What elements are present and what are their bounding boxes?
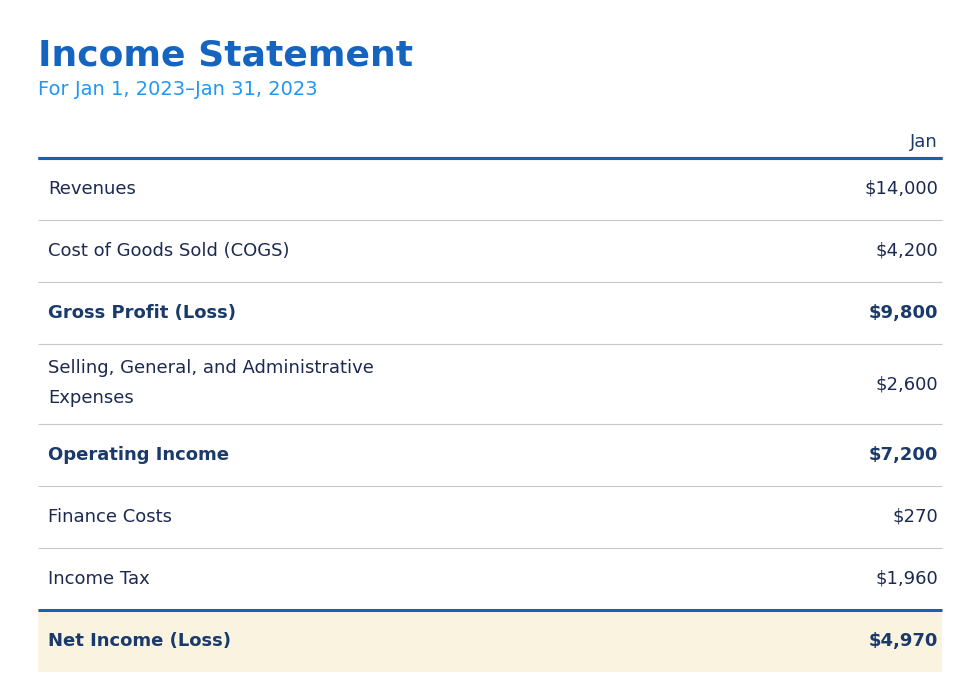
- Text: Expenses: Expenses: [48, 389, 133, 408]
- Text: Gross Profit (Loss): Gross Profit (Loss): [48, 304, 236, 322]
- Text: Cost of Goods Sold (COGS): Cost of Goods Sold (COGS): [48, 242, 289, 260]
- Text: Revenues: Revenues: [48, 180, 136, 198]
- Text: $14,000: $14,000: [864, 180, 938, 198]
- Text: Income Tax: Income Tax: [48, 570, 150, 588]
- Text: Net Income (Loss): Net Income (Loss): [48, 632, 231, 650]
- Text: $4,970: $4,970: [868, 632, 938, 650]
- Text: $7,200: $7,200: [868, 446, 938, 464]
- Text: $2,600: $2,600: [875, 375, 938, 393]
- Bar: [38, 610, 942, 672]
- Text: $9,800: $9,800: [868, 304, 938, 322]
- Text: Operating Income: Operating Income: [48, 446, 229, 464]
- Text: Selling, General, and Administrative: Selling, General, and Administrative: [48, 359, 374, 377]
- Text: Jan: Jan: [910, 133, 938, 151]
- Text: $1,960: $1,960: [875, 570, 938, 588]
- Text: For Jan 1, 2023–Jan 31, 2023: For Jan 1, 2023–Jan 31, 2023: [38, 80, 318, 99]
- Text: Finance Costs: Finance Costs: [48, 508, 172, 526]
- Text: Income Statement: Income Statement: [38, 38, 414, 72]
- Text: $4,200: $4,200: [875, 242, 938, 260]
- Text: $270: $270: [892, 508, 938, 526]
